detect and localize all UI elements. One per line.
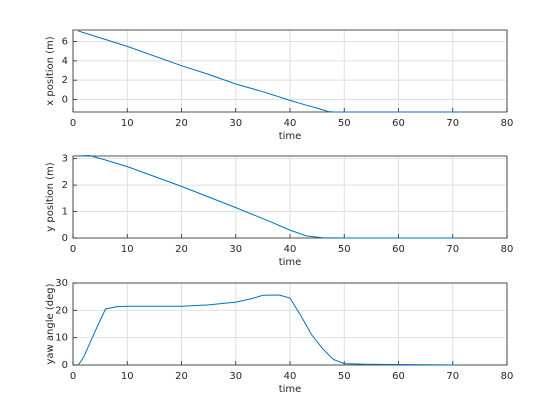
y-tick-label: 3	[62, 154, 68, 165]
y-tick-label: 20	[55, 305, 68, 316]
x-tick-label: 10	[121, 118, 134, 129]
x-axis-label: time	[279, 131, 302, 142]
x-tick-label: 70	[446, 371, 459, 382]
x-tick-label: 50	[338, 244, 351, 255]
x-tick-label: 40	[284, 244, 297, 255]
y-tick-label: 0	[62, 94, 68, 105]
x-tick-label: 60	[392, 371, 405, 382]
y-tick-label: 30	[55, 278, 68, 289]
x-tick-label: 20	[175, 371, 188, 382]
x-tick-label: 30	[229, 244, 242, 255]
x-tick-label: 10	[121, 371, 134, 382]
y-tick-label: 6	[62, 37, 68, 48]
x-tick-label: 60	[392, 244, 405, 255]
x-tick-label: 30	[229, 371, 242, 382]
y-axis-label: x position (m)	[45, 36, 56, 106]
x-tick-label: 60	[392, 118, 405, 129]
x-tick-label: 20	[175, 244, 188, 255]
data-line	[78, 154, 459, 239]
y-axis-label: yaw angle (deg)	[45, 283, 56, 364]
x-tick-label: 80	[501, 118, 514, 129]
x-tick-label: 20	[175, 118, 188, 129]
x-tick-label: 0	[70, 371, 76, 382]
data-line	[78, 30, 459, 113]
x-tick-label: 50	[338, 371, 351, 382]
y-tick-label: 10	[55, 333, 68, 344]
x-tick-label: 80	[501, 244, 514, 255]
x-tick-label: 30	[229, 118, 242, 129]
data-line	[77, 294, 459, 366]
y-tick-label: 4	[62, 56, 68, 67]
y-tick-label: 0	[62, 360, 68, 371]
x-tick-label: 40	[284, 371, 297, 382]
x-tick-label: 80	[501, 371, 514, 382]
y-tick-label: 2	[62, 180, 68, 191]
x-axis-label: time	[279, 257, 302, 268]
axes-box	[72, 29, 508, 113]
axes-box	[72, 282, 508, 366]
x-tick-label: 0	[70, 244, 76, 255]
x-tick-label: 0	[70, 118, 76, 129]
y-tick-label: 1	[62, 207, 68, 218]
y-tick-label: 0	[62, 233, 68, 244]
x-axis-label: time	[279, 384, 302, 395]
x-tick-label: 10	[121, 244, 134, 255]
x-tick-label: 70	[446, 244, 459, 255]
y-axis-label: y position (m)	[45, 162, 56, 232]
x-tick-label: 40	[284, 118, 297, 129]
x-tick-label: 50	[338, 118, 351, 129]
axes-box	[72, 155, 508, 239]
y-tick-label: 2	[62, 75, 68, 86]
x-tick-label: 70	[446, 118, 459, 129]
